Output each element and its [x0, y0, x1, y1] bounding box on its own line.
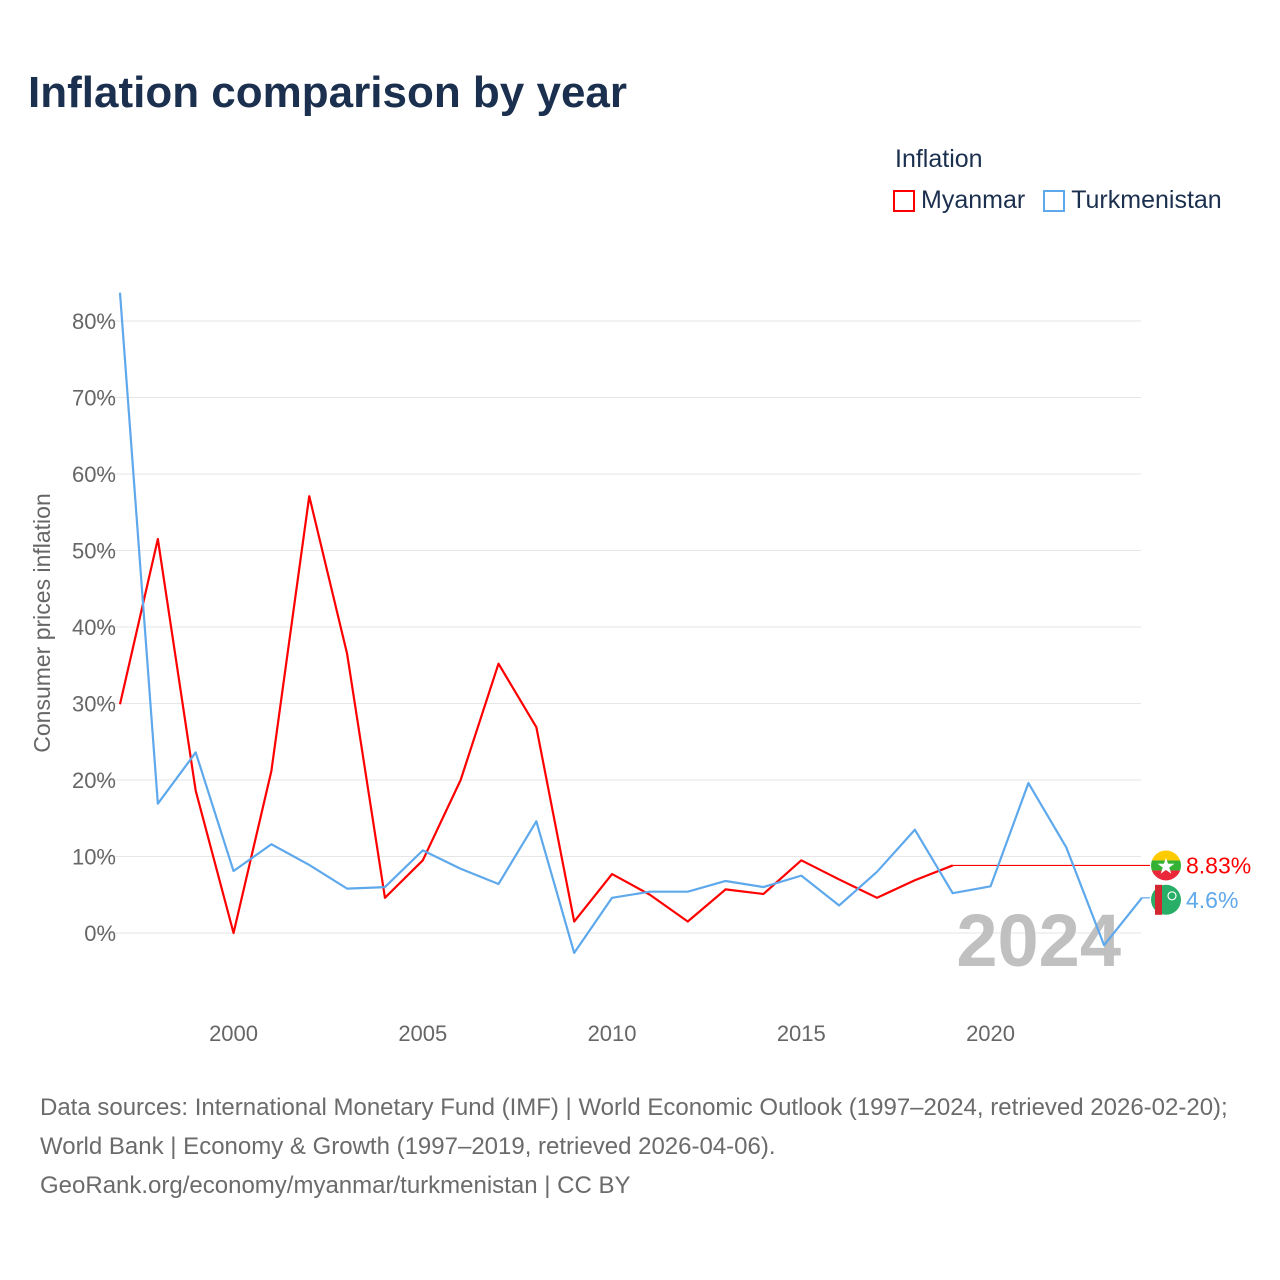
y-axis-label: Consumer prices inflation [29, 493, 55, 753]
turkmenistan-flag-icon [1151, 884, 1181, 915]
data-sources: Data sources: International Monetary Fun… [40, 1094, 1228, 1160]
flag-stripe [1151, 850, 1181, 861]
legend-label-turkmenistan: Turkmenistan [1071, 186, 1222, 214]
flag-star: ★ [1156, 853, 1176, 878]
year-watermark: 2024 [956, 899, 1121, 982]
x-tick-label: 2000 [209, 1021, 258, 1046]
x-tick-label: 2010 [588, 1021, 637, 1046]
end-label-turkmenistan: 4.6% [1186, 887, 1238, 913]
credit: GeoRank.org/economy/myanmar/turkmenistan… [40, 1172, 631, 1199]
y-tick-label: 70% [72, 386, 116, 411]
legend-title: Inflation [895, 145, 983, 173]
legend-item-turkmenistan[interactable]: Turkmenistan [1043, 186, 1222, 215]
y-tick-label: 30% [72, 692, 116, 717]
x-tick-label: 2005 [398, 1021, 447, 1046]
legend-swatch-turkmenistan [1043, 189, 1066, 212]
footer: Data sources: International Monetary Fun… [40, 1088, 1250, 1205]
flag-stripe [1151, 860, 1181, 871]
y-tick-label: 40% [72, 615, 116, 640]
page-title: Inflation comparison by year [28, 68, 628, 117]
flag-crescent [1167, 891, 1177, 901]
x-tick-label: 2020 [966, 1021, 1015, 1046]
series-line-turkmenistan [118, 292, 1143, 954]
y-tick-label: 20% [72, 768, 116, 793]
legend-label-myanmar: Myanmar [921, 186, 1026, 214]
flag-stripe [1151, 870, 1181, 881]
myanmar-flag-icon: ★ [1151, 850, 1181, 881]
legend-swatch-myanmar [893, 189, 915, 212]
y-tick-label: 50% [72, 539, 116, 564]
x-tick-label: 2015 [777, 1021, 826, 1046]
y-tick-label: 80% [72, 309, 116, 334]
y-tick-label: 0% [84, 921, 116, 946]
legend-item-myanmar[interactable]: Myanmar [893, 186, 1025, 215]
legend: Myanmar Turkmenistan [893, 186, 1222, 215]
y-tick-label: 60% [72, 462, 116, 487]
series-line-myanmar [118, 495, 954, 935]
y-tick-label: 10% [72, 845, 116, 870]
flag-stripe [1155, 884, 1162, 915]
end-label-myanmar: 8.83% [1186, 852, 1251, 878]
